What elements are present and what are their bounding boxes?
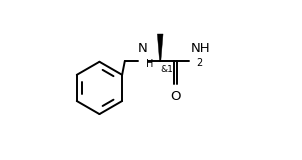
Polygon shape bbox=[157, 34, 163, 61]
Text: N: N bbox=[137, 42, 147, 55]
Text: O: O bbox=[170, 90, 181, 103]
Text: H: H bbox=[146, 59, 153, 69]
Text: NH: NH bbox=[190, 42, 210, 55]
Text: 2: 2 bbox=[196, 58, 203, 68]
Text: &1: &1 bbox=[161, 65, 174, 74]
